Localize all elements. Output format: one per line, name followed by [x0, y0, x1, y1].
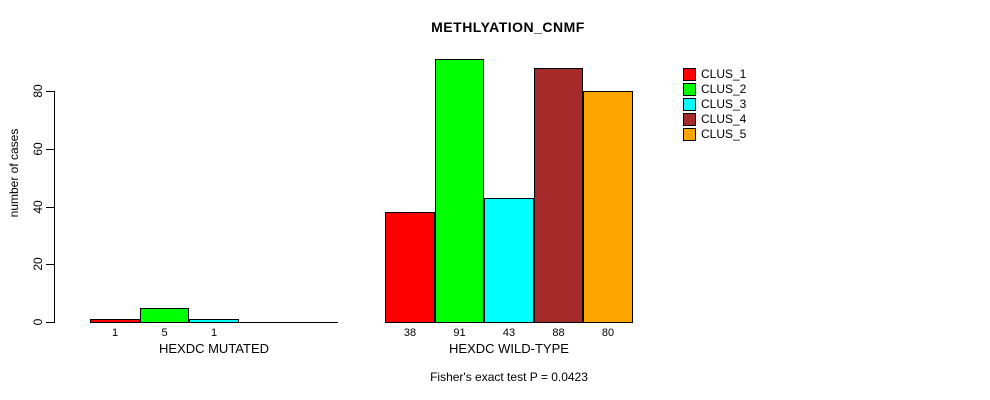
y-axis-line	[54, 91, 55, 323]
legend-item: CLUS_4	[683, 112, 746, 127]
y-tick	[46, 149, 54, 150]
legend-item: CLUS_2	[683, 82, 746, 97]
y-tick	[46, 322, 54, 323]
y-axis-label: number of cases	[7, 128, 21, 218]
legend-item: CLUS_3	[683, 97, 746, 112]
legend-label: CLUS_5	[701, 127, 747, 141]
legend-swatch	[683, 98, 696, 111]
bar-CLUS_2	[140, 308, 189, 323]
legend-item: CLUS_1	[683, 67, 746, 82]
y-tick-label: 40	[31, 200, 45, 214]
legend-item: CLUS_5	[683, 127, 746, 142]
y-tick-label: 60	[31, 142, 45, 156]
legend-label: CLUS_4	[701, 112, 747, 126]
bar-CLUS_3	[189, 319, 239, 323]
y-tick	[46, 207, 54, 208]
y-tick	[46, 91, 54, 92]
y-tick-label: 20	[31, 257, 45, 271]
bar-value-label: 43	[502, 327, 516, 339]
bar-CLUS_3	[484, 198, 534, 323]
bar-value-label: 80	[601, 327, 615, 339]
group-label: HEXDC WILD-TYPE	[449, 341, 569, 356]
y-tick-label: 80	[31, 84, 45, 98]
legend-swatch	[683, 113, 696, 126]
bar-value-label: 1	[111, 327, 119, 339]
legend-label: CLUS_1	[701, 67, 747, 81]
bar-value-label: 91	[453, 327, 466, 339]
footnote: Fisher's exact test P = 0.0423	[430, 370, 588, 384]
bar-value-label: 88	[552, 327, 565, 339]
bar-value-label: 1	[210, 327, 218, 339]
y-tick-label: 0	[31, 318, 45, 326]
bar-value-label: 5	[161, 327, 168, 339]
bar-CLUS_2	[435, 59, 484, 323]
legend-swatch	[683, 128, 696, 141]
bar-CLUS_4	[534, 68, 583, 323]
y-tick	[46, 264, 54, 265]
legend-label: CLUS_3	[701, 97, 747, 111]
legend: CLUS_1 CLUS_2 CLUS_3 CLUS_4 CLUS_5	[683, 67, 746, 142]
bar-value-label: 38	[403, 327, 417, 339]
legend-swatch	[683, 68, 696, 81]
group-label: HEXDC MUTATED	[158, 341, 270, 356]
chart-title: METHLYATION_CNMF	[431, 19, 585, 35]
legend-label: CLUS_2	[701, 82, 747, 96]
bar-CLUS_5	[583, 91, 633, 323]
legend-swatch	[683, 83, 696, 96]
bar-CLUS_1	[90, 319, 140, 323]
bar-CLUS_1	[385, 212, 435, 323]
